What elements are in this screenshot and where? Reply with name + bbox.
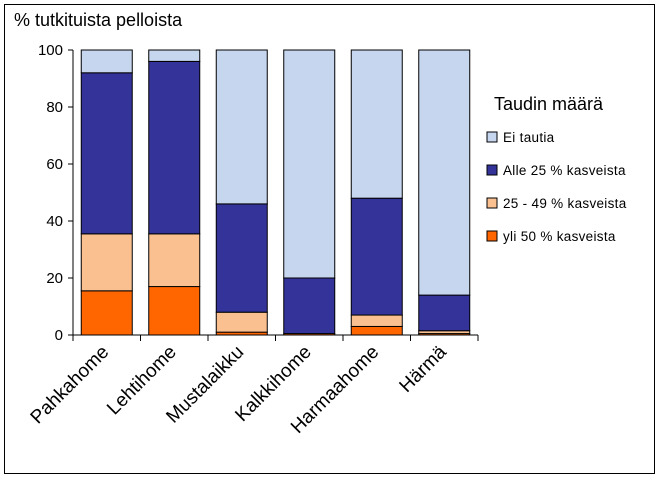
legend-label: Alle 25 % kasveista — [503, 163, 626, 178]
y-tick-label: 60 — [46, 156, 63, 173]
bar-segment — [350, 197, 403, 316]
category-labels: PahkahomeLehtihomeMustalaikkuKalkkihomeH… — [27, 341, 451, 438]
bar-segment — [148, 286, 201, 336]
bars — [80, 49, 471, 336]
legend: Taudin määrä Ei tautia Alle 25 % kasveist… — [486, 94, 627, 244]
legend-title: Taudin määrä — [494, 94, 604, 114]
category-label: Härmä — [396, 341, 451, 396]
bar-segment — [215, 49, 268, 205]
legend-label: yli 50 % kasveista — [503, 229, 616, 244]
y-tick-label: 80 — [46, 99, 63, 116]
bar-segment — [215, 311, 268, 333]
bar-segment — [350, 314, 403, 327]
axes — [68, 49, 479, 341]
bar-segment — [350, 325, 403, 336]
tick-labels: 0 20 40 60 80 100 — [38, 42, 63, 344]
bar-segment — [80, 49, 133, 74]
y-axis-label: % tutkituista pelloista — [14, 10, 183, 30]
y-tick-label: 20 — [46, 270, 63, 287]
bar-segment — [283, 277, 336, 335]
category-label: Pahkahome — [27, 342, 114, 429]
legend-label: 25 - 49 % kasveista — [503, 196, 627, 211]
legend-swatch — [486, 230, 498, 242]
y-tick-label: 0 — [55, 327, 63, 344]
bar-segment — [283, 49, 336, 279]
bar-segment — [418, 294, 471, 332]
y-tick-label: 100 — [38, 42, 63, 59]
legend-label: Ei tautia — [503, 130, 555, 145]
legend-swatch — [486, 131, 498, 143]
bar-segment — [148, 49, 201, 62]
bar-segment — [148, 60, 201, 235]
bar-segment — [80, 72, 133, 235]
bar-segment — [215, 203, 268, 313]
bar-segment — [80, 290, 133, 336]
bar-segment — [148, 233, 201, 288]
y-tick-label: 40 — [46, 213, 63, 230]
bar-segment — [350, 49, 403, 199]
legend-swatch — [486, 164, 498, 176]
bar-segment — [418, 49, 471, 296]
legend-swatch — [486, 197, 498, 209]
bar-segment — [80, 233, 133, 292]
